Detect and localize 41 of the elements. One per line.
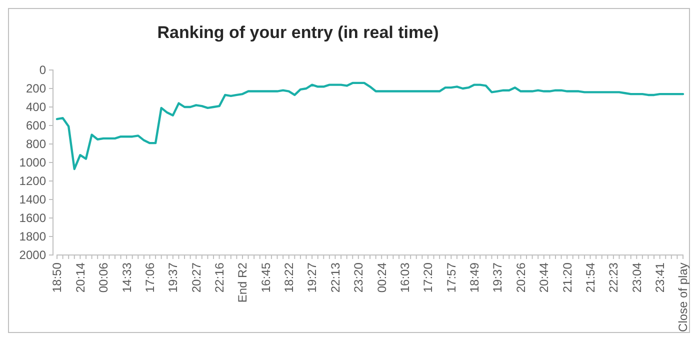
- x-tick-label: 17:20: [421, 262, 436, 293]
- x-tick-label: 19:37: [490, 262, 505, 293]
- y-tick-label: 400: [26, 100, 46, 114]
- x-tick-label: 16:45: [258, 262, 273, 293]
- x-tick-label: 20:27: [189, 262, 204, 293]
- x-tick-label: 22:23: [606, 262, 621, 293]
- y-tick-label: 600: [26, 118, 46, 132]
- y-tick-label: 1600: [19, 210, 46, 225]
- x-tick-label: 23:20: [352, 262, 366, 293]
- y-tick-label: 1000: [19, 155, 46, 170]
- x-tick-label: 17:57: [444, 262, 458, 293]
- x-tick-label: 22:16: [212, 262, 226, 293]
- x-tick-label: Close of play: [676, 262, 690, 332]
- x-tick-label: 18:22: [282, 262, 296, 293]
- x-tick-label: 20:14: [73, 262, 88, 293]
- x-tick-label: 21:20: [560, 262, 574, 293]
- x-tick-label: 22:13: [328, 262, 342, 293]
- y-tick-label: 1200: [19, 174, 46, 188]
- x-tick-label: 19:37: [166, 262, 180, 293]
- x-tick-label: 23:04: [630, 262, 644, 293]
- x-tick-label: 20:44: [537, 262, 552, 293]
- y-tick-label: 800: [26, 136, 46, 151]
- x-tick-label: 21:54: [583, 262, 598, 293]
- y-tick-label: 1400: [19, 192, 46, 206]
- chart-title: Ranking of your entry (in real time): [157, 23, 439, 42]
- x-tick-label: 00:24: [374, 262, 389, 293]
- x-tick-label: 17:06: [142, 262, 157, 293]
- x-tick-label: 18:50: [50, 262, 64, 293]
- y-tick-label: 0: [39, 62, 46, 77]
- x-tick-label: 19:27: [305, 262, 320, 293]
- x-tick-label: 16:03: [398, 262, 412, 293]
- x-tick-label: 18:49: [468, 262, 482, 293]
- y-tick-label: 200: [26, 81, 46, 96]
- line-series: [56, 82, 684, 170]
- x-tick-label: 20:26: [514, 262, 528, 293]
- x-tick-label: 00:06: [96, 262, 111, 293]
- y-tick-label: 1800: [19, 229, 46, 244]
- x-tick-label: 14:33: [120, 262, 134, 293]
- y-tick-label: 2000: [19, 248, 46, 262]
- x-tick-label: End R2: [236, 262, 250, 303]
- x-tick-label: 23:41: [653, 262, 668, 293]
